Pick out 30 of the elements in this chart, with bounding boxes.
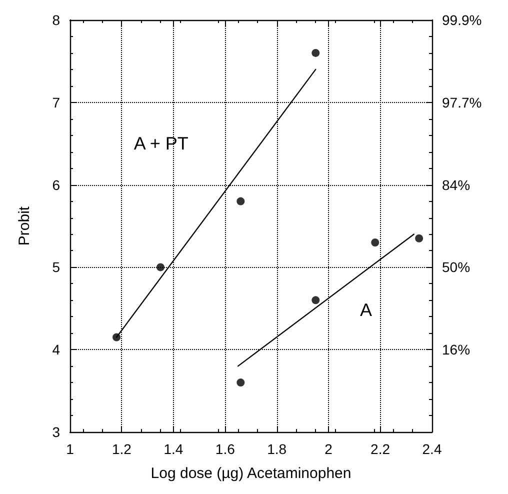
category-label: 16% [442,342,470,358]
y-tick-label: 8 [52,12,60,28]
point [415,234,424,242]
point [312,296,320,304]
point [312,48,320,57]
category-label: 97.7% [442,94,482,110]
point [371,238,380,246]
x-tick-label: 2.2 [370,441,390,457]
x-axis-title: Log dose (µg) Acetaminophen [150,465,352,482]
text: A + PT [134,133,188,154]
x-tick-label: 1.6 [215,441,236,457]
category-label: 50% [442,259,470,276]
y-tick-label: 7 [52,94,60,110]
category-label: 84% [442,176,470,193]
y-axis-title: Probit [16,206,33,246]
x-tick-label: 1.4 [164,441,184,457]
x-tick-label: 1.8 [267,441,287,457]
category-label: 99.9% [442,12,482,28]
x-tick-label: 1 [66,441,74,457]
x-tick-label: 2.4 [422,441,442,457]
y-tick-label: 5 [52,259,60,276]
point [236,197,245,206]
point [156,263,164,272]
point [236,378,245,387]
y-tick-label: 6 [52,176,60,193]
y-tick-label: 4 [52,342,60,358]
y-tick-label: 3 [52,424,60,440]
x-tick-label: 1.2 [112,441,132,457]
x-tick-label: 2 [324,441,333,457]
series-label: A [360,300,372,320]
